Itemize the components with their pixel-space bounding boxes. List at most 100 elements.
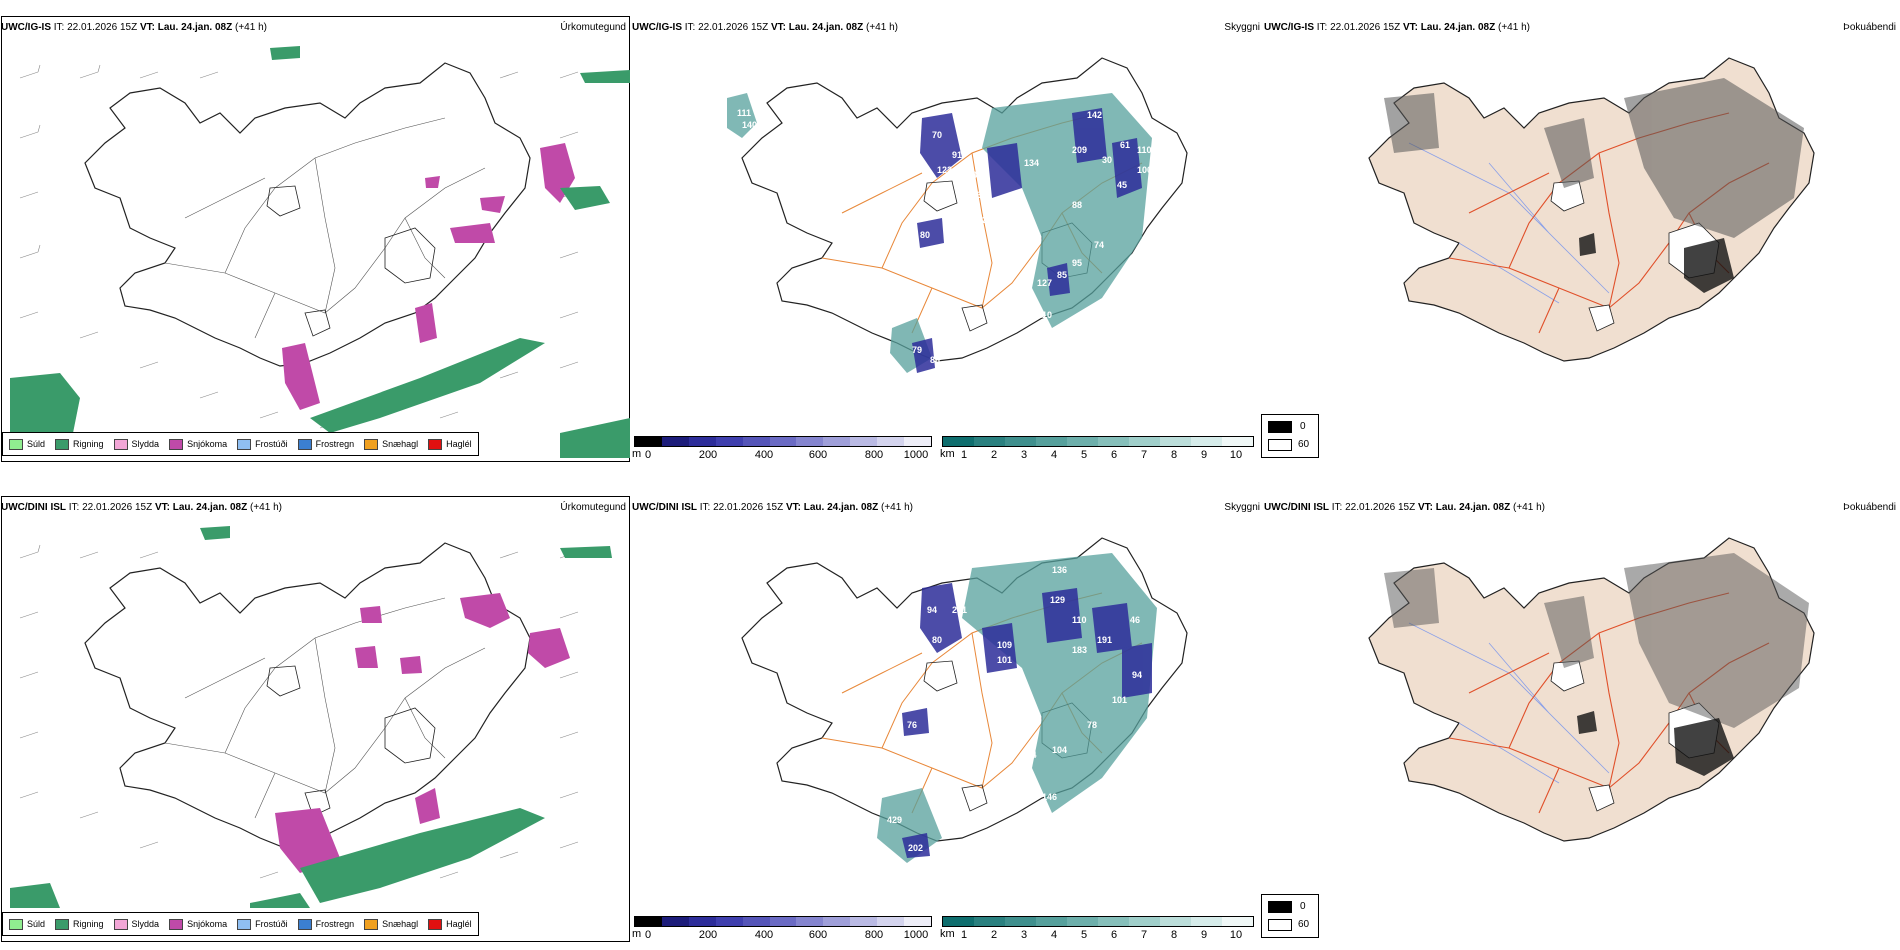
visibility-label: 146 [1042, 792, 1057, 802]
fog-shading [1384, 78, 1804, 238]
visibility-color-step [1129, 917, 1160, 926]
legend-swatch [237, 918, 252, 930]
it-label: IT: [684, 22, 696, 33]
legend-item: Frostregn [297, 438, 354, 450]
legend-swatch [297, 918, 312, 930]
legend-swatch [113, 438, 128, 450]
legend-item: Snæhagl [364, 918, 418, 930]
visibility-color-step [943, 437, 974, 446]
visibility-label: 114 [1022, 750, 1037, 760]
visibility-label: 30 [1102, 155, 1112, 165]
unit-label: m [632, 928, 642, 940]
legend-item: Rigning [55, 918, 104, 930]
elevation-color-step [661, 437, 689, 446]
visibility-labels: 136 130 94 201 129 110 46 80 109 101 191… [747, 565, 1142, 853]
model-name: UWC/IG-IS [1264, 22, 1314, 33]
visibility-label: 72 [977, 215, 987, 225]
tick-label: 0 [644, 449, 652, 461]
elevation-color-step [688, 917, 716, 926]
it-value: 22.01.2026 15Z [698, 22, 769, 33]
fog-key-black-swatch [1268, 421, 1292, 433]
visibility-color-step [1067, 917, 1098, 926]
elevation-color-step [823, 437, 851, 446]
elevation-bar [634, 436, 932, 447]
visibility-label: 74 [1094, 240, 1104, 250]
visibility-label: 70 [932, 130, 942, 140]
legend-swatch [55, 438, 70, 450]
visibility-label: 45 [1117, 180, 1127, 190]
legend-label: Snjókoma [187, 919, 228, 929]
visibility-label: 140 [742, 120, 757, 130]
it-label: IT: [68, 502, 80, 513]
legend-label: Haglél [446, 439, 472, 449]
panel-title: Skyggni [1224, 502, 1260, 513]
legend-item: Haglél [428, 918, 472, 930]
visibility-color-step [1005, 437, 1036, 446]
legend-swatch [9, 438, 23, 450]
model-name: UWC/IG-IS [1, 22, 51, 33]
vt-value: Lau. 24.jan. 08Z [172, 502, 248, 513]
visibility-label: 80 [920, 230, 930, 240]
elevation-color-step [904, 917, 931, 926]
visibility-label: 130 [747, 585, 762, 595]
vt-label: VT: [154, 502, 170, 513]
unit-label: km [940, 448, 955, 460]
visibility-panel: UWC/IG-IS IT: 22.01.2026 15Z VT: Lau. 24… [632, 0, 1264, 470]
elevation-color-step [769, 917, 797, 926]
tick-label: 9 [1200, 929, 1208, 941]
fog-dark [1579, 233, 1734, 293]
elevation-color-step [877, 437, 905, 446]
visibility-label: 86 [930, 355, 940, 365]
tick-label: 800 [864, 929, 884, 941]
visibility-colorbar: 1 2 3 4 5 6 7 8 9 10 km [940, 916, 1254, 946]
visibility-label: 88 [1072, 200, 1082, 210]
tick-label: 6 [1110, 449, 1118, 461]
visibility-label: 46 [1130, 615, 1140, 625]
precip-map [10, 526, 612, 908]
visibility-label: 70 [927, 330, 937, 340]
it-label: IT: [699, 502, 711, 513]
visibility-label: 142 [1087, 110, 1102, 120]
visibility-color-step [1098, 917, 1129, 926]
visibility-label: 429 [887, 815, 902, 825]
visibility-label: 100 [1137, 165, 1152, 175]
elevation-color-step [742, 437, 770, 446]
visibility-label: 84 [962, 690, 972, 700]
it-label: IT: [1331, 502, 1343, 513]
precip-type-panel: UWC/DINI ISL IT: 22.01.2026 15Z VT: Lau.… [0, 480, 632, 950]
lead-time: (+41 h) [881, 502, 913, 513]
panel-title: Skyggni [1224, 22, 1260, 33]
elevation-color-step [850, 917, 878, 926]
legend-item: Snjókoma [169, 438, 227, 450]
visibility-color-step [1067, 437, 1098, 446]
tick-label: 4 [1050, 929, 1058, 941]
panel-header: UWC/IG-IS IT: 22.01.2026 15Z VT: Lau. 24… [1, 20, 630, 36]
visibility-label: 79 [912, 345, 922, 355]
tick-label: 7 [1140, 929, 1148, 941]
legend-item: Snæhagl [364, 438, 418, 450]
legend-swatch [169, 438, 184, 450]
legend-item: Frostúði [237, 438, 288, 450]
legend-swatch [428, 438, 443, 450]
it-label: IT: [53, 22, 65, 33]
visibility-bar [942, 436, 1254, 447]
tick-label: 1000 [903, 929, 929, 941]
visibility-labels: 70 91 122 123 116 72 80 134 142 209 30 6… [737, 108, 1152, 365]
tick-label: 10 [1229, 929, 1243, 941]
elevation-color-step [796, 437, 824, 446]
legend-item: Slydda [113, 918, 159, 930]
unit-label: km [940, 928, 955, 940]
visibility-label: 85 [1057, 270, 1067, 280]
visibility-color-step [1098, 437, 1129, 446]
vt-label: VT: [1402, 22, 1418, 33]
forecast-row-top: UWC/IG-IS IT: 22.01.2026 15Z VT: Lau. 24… [0, 0, 1900, 470]
visibility-label: 127 [1037, 278, 1052, 288]
tick-label: 200 [698, 929, 718, 941]
tick-label: 9 [1200, 449, 1208, 461]
tick-label: 5 [1080, 929, 1088, 941]
panel-title: Úrkomutegund [560, 22, 626, 33]
visibility-label: 61 [1120, 140, 1130, 150]
elevation-color-step [850, 437, 878, 446]
vt-value: Lau. 24.jan. 08Z [1435, 502, 1511, 513]
model-name: UWC/DINI ISL [1, 502, 66, 513]
